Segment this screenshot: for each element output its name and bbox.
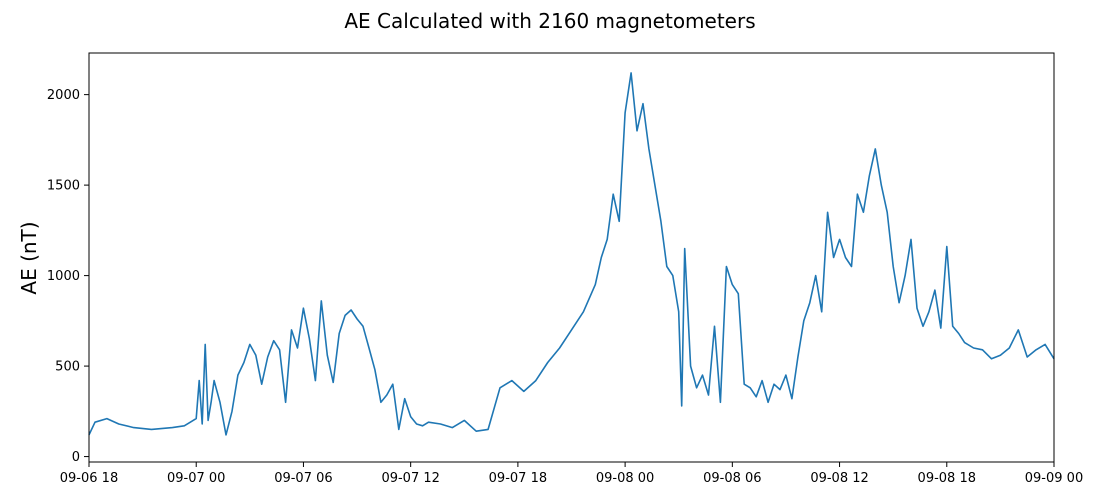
y-axis-label: AE (nT): [17, 221, 41, 294]
series-line-0: [88, 72, 1055, 436]
x-tick-label: 09-06 18: [60, 471, 118, 486]
x-tick-label: 09-09 00: [1025, 471, 1083, 486]
plot-area: [88, 72, 1055, 436]
y-tick-label: 1500: [47, 179, 80, 194]
y-tick-label: 1000: [47, 269, 80, 284]
x-tick-label: 09-08 00: [596, 471, 654, 486]
y-tick-label: 500: [55, 360, 80, 375]
y-tick-label: 0: [72, 450, 80, 465]
plot-frame: [88, 52, 1055, 463]
x-tick-label: 09-08 12: [810, 471, 868, 486]
y-tick-label: 2000: [47, 88, 80, 103]
x-tick-label: 09-07 00: [167, 471, 225, 486]
x-tick-label: 09-07 18: [489, 471, 547, 486]
x-tick-label: 09-07 12: [381, 471, 439, 486]
x-tick-label: 09-07 06: [274, 471, 332, 486]
x-tick-label: 09-08 06: [703, 471, 761, 486]
x-axis: 09-06 18 09-07 00 09-07 06 09-07 12 09-07 18…: [60, 462, 1083, 486]
y-axis: 0 500 1000 1500 2000: [47, 88, 89, 465]
chart-title: AE Calculated with 2160 magnetometers: [344, 9, 755, 33]
x-tick-label: 09-08 18: [918, 471, 976, 486]
